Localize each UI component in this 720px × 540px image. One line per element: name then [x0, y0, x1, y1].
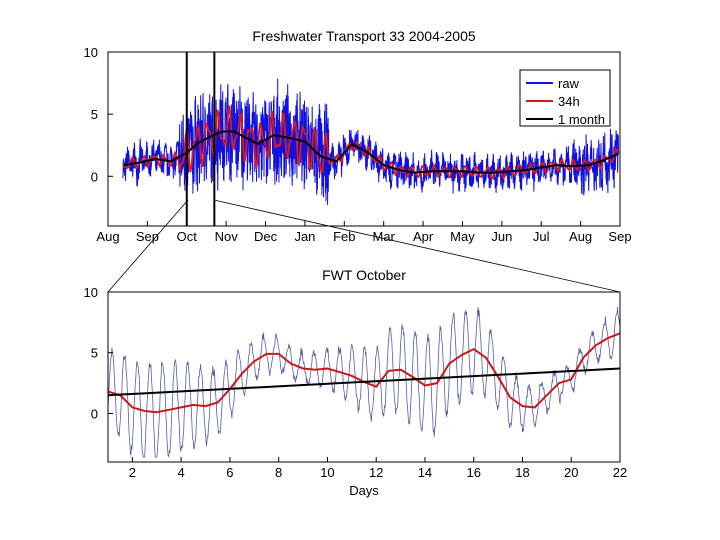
top-series-layer [122, 78, 620, 206]
legend-label-34h: 34h [558, 94, 580, 109]
legend-label-raw: raw [558, 76, 580, 91]
bottom-x-tick-label: 10 [320, 465, 334, 480]
bottom-x-tick-label: 8 [275, 465, 282, 480]
bottom-x-tick-label: 18 [515, 465, 529, 480]
bottom-y-tick-label: 0 [91, 406, 98, 421]
bottom-x-axis-ticks: 2 4 6 8 10 12 14 16 18 20 22 [129, 457, 627, 480]
bottom-x-tick-label: 20 [564, 465, 578, 480]
top-y-tick-label: 5 [91, 107, 98, 122]
top-x-tick-label: Aug [96, 229, 119, 244]
top-x-tick-label: Feb [333, 229, 355, 244]
top-x-tick-label: Sep [608, 229, 631, 244]
top-window-markers [185, 52, 216, 226]
legend-label-1-month: 1 month [558, 112, 605, 127]
bottom-y-tick-label: 10 [84, 285, 98, 300]
top-x-tick-label: Jan [294, 229, 315, 244]
top-y-axis-ticks: 0 5 10 [84, 45, 113, 184]
bottom-x-tick-label: 16 [466, 465, 480, 480]
bottom-plot-area [108, 292, 620, 462]
top-x-tick-label: Apr [413, 229, 434, 244]
bottom-series-layer [107, 306, 621, 458]
bottom-y-tick-label: 5 [91, 346, 98, 361]
bottom-series-1-month [107, 367, 621, 397]
top-y-tick-label: 0 [91, 169, 98, 184]
bottom-x-tick-label: 4 [178, 465, 185, 480]
top-x-tick-label: Jul [533, 229, 550, 244]
top-x-tick-label: Mar [372, 229, 395, 244]
top-x-tick-label: Aug [569, 229, 592, 244]
bottom-series-raw [107, 306, 621, 458]
bottom-plot-frame [107, 291, 621, 463]
bottom-x-tick-label: 6 [226, 465, 233, 480]
bottom-y-axis-ticks: 0 5 10 [84, 285, 113, 421]
bottom-chart-title: FWT October [322, 267, 406, 283]
top-chart: Freshwater Transport 33 2004-2005 0 5 10 A… [84, 28, 632, 244]
bottom-x-tick-label: 12 [369, 465, 383, 480]
top-x-tick-label: Nov [215, 229, 239, 244]
bottom-x-tick-label: 2 [129, 465, 136, 480]
top-legend: raw 34h 1 month [519, 69, 611, 127]
top-x-axis-ticks: Aug Sep Oct Nov Dec Jan Feb Mar Apr May Jun Jul Aug S… [96, 221, 632, 244]
bottom-x-tick-label: 22 [613, 465, 627, 480]
connector-right [213, 199, 621, 293]
zoom-connector-lines [107, 199, 621, 293]
connector-left [107, 199, 189, 293]
bottom-x-axis-label: Days [349, 483, 379, 498]
top-series-1-month [123, 130, 619, 174]
top-x-tick-label: Sep [136, 229, 159, 244]
top-plot-frame [107, 51, 621, 227]
top-x-tick-label: Dec [254, 229, 278, 244]
top-y-tick-label: 10 [84, 45, 98, 60]
top-x-tick-label: Jun [491, 229, 512, 244]
top-x-tick-label: Oct [177, 229, 198, 244]
bottom-chart: FWT October 0 5 10 2 4 6 8 10 12 14 16 18 20 22 Days [84, 267, 628, 498]
bottom-x-tick-label: 14 [418, 465, 432, 480]
top-chart-title: Freshwater Transport 33 2004-2005 [252, 28, 476, 44]
top-x-tick-label: May [450, 229, 475, 244]
legend-box [519, 69, 611, 127]
